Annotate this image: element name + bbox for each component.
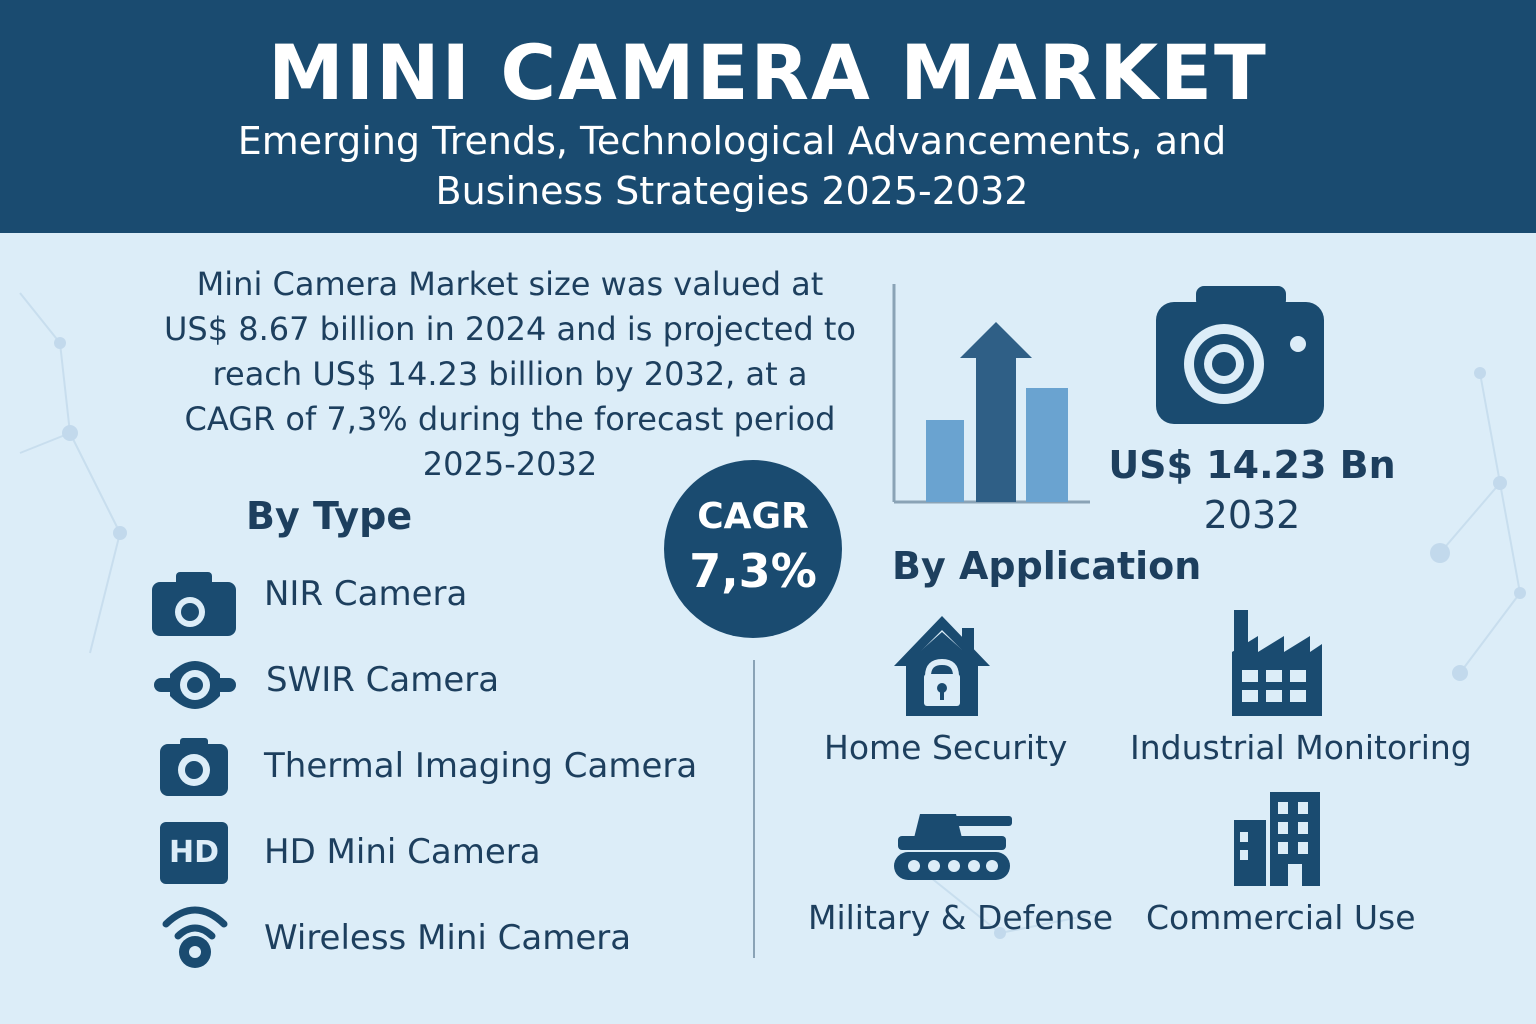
cagr-value: 7,3% [689, 544, 817, 598]
page-subtitle: Emerging Trends, Technological Advanceme… [180, 116, 1284, 216]
background-network-pattern [19, 292, 1526, 939]
growth-bar-1 [926, 420, 964, 502]
subtitle-line-1: Emerging Trends, Technological Advanceme… [237, 119, 1227, 163]
application-label-commercial-use: Commercial Use [1146, 898, 1416, 937]
factory-icon [1232, 610, 1322, 716]
by-application-title: By Application [892, 544, 1202, 588]
market-summary: Mini Camera Market size was valued at US… [140, 262, 880, 487]
thermal-camera-icon [160, 738, 228, 796]
forecast-value-block: US$ 14.23 Bn 2032 [1100, 440, 1404, 540]
wireless-camera-icon [162, 906, 228, 968]
tank-icon [894, 814, 1012, 880]
summary-line-1: Mini Camera Market size was valued at [196, 265, 824, 303]
camera-icon [1156, 286, 1324, 424]
growth-bar-3 [1026, 388, 1068, 502]
application-label-industrial-monitoring: Industrial Monitoring [1130, 728, 1472, 767]
hd-icon: HD [160, 822, 228, 884]
cagr-badge: CAGR 7,3% [664, 460, 842, 638]
summary-line-2: US$ 8.67 billion in 2024 and is projecte… [163, 310, 856, 348]
summary-line-4: CAGR of 7,3% during the forecast period [184, 400, 836, 438]
summary-line-3: reach US$ 14.23 billion by 2032, at a [212, 355, 808, 393]
growth-arrow [960, 322, 1032, 358]
growth-chart-icon [892, 284, 1090, 504]
summary-line-5: 2025-2032 [422, 445, 598, 483]
application-label-military-defense: Military & Defense [808, 898, 1113, 937]
type-label-thermal: Thermal Imaging Camera [264, 746, 698, 786]
camera-icon [152, 572, 236, 636]
forecast-year: 2032 [1203, 493, 1301, 537]
type-label-hd: HD Mini Camera [264, 832, 541, 872]
house-lock-icon [894, 616, 990, 716]
growth-bar-2 [976, 356, 1016, 502]
office-building-icon [1234, 792, 1320, 886]
type-label-swir: SWIR Camera [266, 660, 500, 700]
by-type-title: By Type [246, 494, 413, 538]
swir-camera-icon [154, 661, 236, 709]
application-label-home-security: Home Security [824, 728, 1068, 767]
subtitle-line-2: Business Strategies 2025-2032 [435, 169, 1029, 213]
cagr-label: CAGR [697, 496, 809, 537]
type-label-wireless: Wireless Mini Camera [264, 918, 632, 958]
page-title: MINI CAMERA MARKET [268, 28, 1268, 117]
section-divider [753, 660, 755, 958]
forecast-value: US$ 14.23 Bn [1108, 443, 1396, 487]
type-label-nir: NIR Camera [264, 574, 468, 614]
header-banner: MINI CAMERA MARKET Emerging Trends, Tech… [0, 0, 1536, 233]
